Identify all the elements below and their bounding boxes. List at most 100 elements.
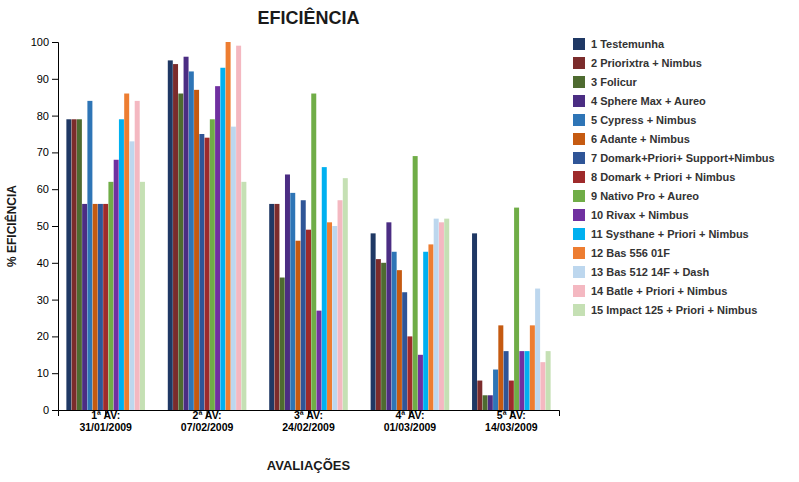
legend-item: 4 Sphere Max + Aureo [573, 95, 706, 107]
bar [311, 94, 316, 410]
tick-mark [52, 226, 58, 227]
legend-swatch [573, 266, 585, 278]
tick-label: 20 [37, 330, 49, 342]
bar [338, 200, 343, 410]
bar-series [77, 94, 488, 410]
bar-series [66, 60, 477, 410]
tick-label-line: 01/03/2009 [384, 421, 437, 433]
bar [241, 182, 246, 410]
bar [269, 204, 274, 410]
tick-label: 30 [37, 294, 49, 306]
bar [381, 263, 386, 410]
bar [428, 244, 433, 410]
legend-label: 2 Priorixtra + Nimbus [591, 57, 702, 69]
bar [290, 193, 295, 410]
legend-item: 2 Priorixtra + Nimbus [573, 57, 702, 69]
bar [135, 101, 140, 410]
bar [140, 182, 145, 410]
bar [472, 233, 477, 410]
legend-item: 1 Testemunha [573, 38, 665, 50]
y-axis-title: % EFICIÊNCIA [4, 185, 19, 267]
bar [66, 119, 71, 410]
bar-series [114, 86, 525, 410]
legend-label: 7 Domark+Priori+ Support+Nimbus [591, 152, 775, 164]
bar [483, 395, 488, 410]
bar [93, 204, 98, 410]
legend-label: 4 Sphere Max + Aureo [591, 95, 706, 107]
legend-swatch [573, 190, 585, 202]
bar [301, 200, 306, 410]
bar [525, 351, 530, 410]
legend-item: 15 Impact 125 + Priori + Nimbus [573, 304, 757, 316]
legend-label: 5 Cypress + Nimbus [591, 114, 696, 126]
tick: 90 [37, 73, 58, 85]
legend-swatch [573, 133, 585, 145]
tick: 20 [37, 330, 58, 342]
tick-mark [52, 152, 58, 153]
bar [434, 219, 439, 410]
legend-swatch [573, 38, 585, 50]
bar [194, 90, 199, 410]
tick-label: 3ª AV:24/02/2009 [282, 409, 335, 433]
tick: 80 [37, 110, 58, 122]
bar [327, 222, 332, 410]
tick-mark [52, 336, 58, 337]
tick-label: 90 [37, 73, 49, 85]
bar [519, 351, 524, 410]
legend-swatch [573, 285, 585, 297]
bar [189, 71, 194, 410]
legend-label: 8 Domark + Priori + Nimbus [591, 171, 735, 183]
legend-label: 11 Systhane + Priori + Nimbus [591, 228, 749, 240]
tick: 10 [37, 367, 58, 379]
bar [108, 182, 113, 410]
legend-label: 3 Folicur [591, 76, 638, 88]
legend-label: 12 Bas 556 01F [591, 247, 670, 259]
legend: 1 Testemunha 2 Priorixtra + Nimbus 3 Folic… [573, 38, 775, 316]
title: EFICIÊNCIA [257, 7, 359, 28]
y-axis: 0102030405060708090100 [31, 36, 59, 416]
legend-label: 1 Testemunha [591, 38, 665, 50]
tick-label: 5ª AV:14/03/2009 [485, 409, 538, 433]
bar [322, 167, 327, 410]
legend-swatch [573, 57, 585, 69]
bar [444, 219, 449, 410]
tick: 100 [31, 36, 58, 48]
bar-series [82, 57, 493, 410]
bar [488, 395, 493, 410]
tick: 70 [37, 146, 58, 158]
plot: 01020304050607080901001ª AV:31/01/20092ª… [31, 36, 560, 433]
bar [129, 141, 134, 410]
bar-series [129, 127, 540, 410]
tick-label-line: 24/02/2009 [282, 421, 335, 433]
bar [72, 119, 77, 410]
legend-swatch [573, 76, 585, 88]
bar [87, 101, 92, 410]
bar [371, 233, 376, 410]
bar [205, 138, 210, 410]
tick: 60 [37, 183, 58, 195]
tick-label: 50 [37, 220, 49, 232]
legend-item: 13 Bas 512 14F + Dash [573, 266, 710, 278]
bar [210, 119, 215, 410]
legend-item: 8 Domark + Priori + Nimbus [573, 171, 735, 183]
bar [493, 370, 498, 410]
bar-series [103, 138, 514, 410]
bar [199, 134, 204, 410]
bar [477, 381, 482, 410]
bar-series [124, 42, 535, 410]
bar [168, 60, 173, 410]
bar [546, 351, 551, 410]
tick: 5ª AV:14/03/2009 [485, 409, 538, 433]
bars [66, 42, 550, 410]
bar-series [108, 94, 519, 410]
tick: 30 [37, 294, 58, 306]
bar [386, 222, 391, 410]
bar [540, 362, 545, 410]
legend-label: 9 Nativo Pro + Aureo [591, 190, 699, 202]
bar [397, 270, 402, 410]
x-axis: 1ª AV:31/01/20092ª AV:07/02/20093ª AV:24… [59, 409, 560, 433]
bar-series [93, 90, 504, 410]
legend-item: 3 Folicur [573, 76, 638, 88]
bar [413, 156, 418, 410]
bar [274, 204, 279, 410]
